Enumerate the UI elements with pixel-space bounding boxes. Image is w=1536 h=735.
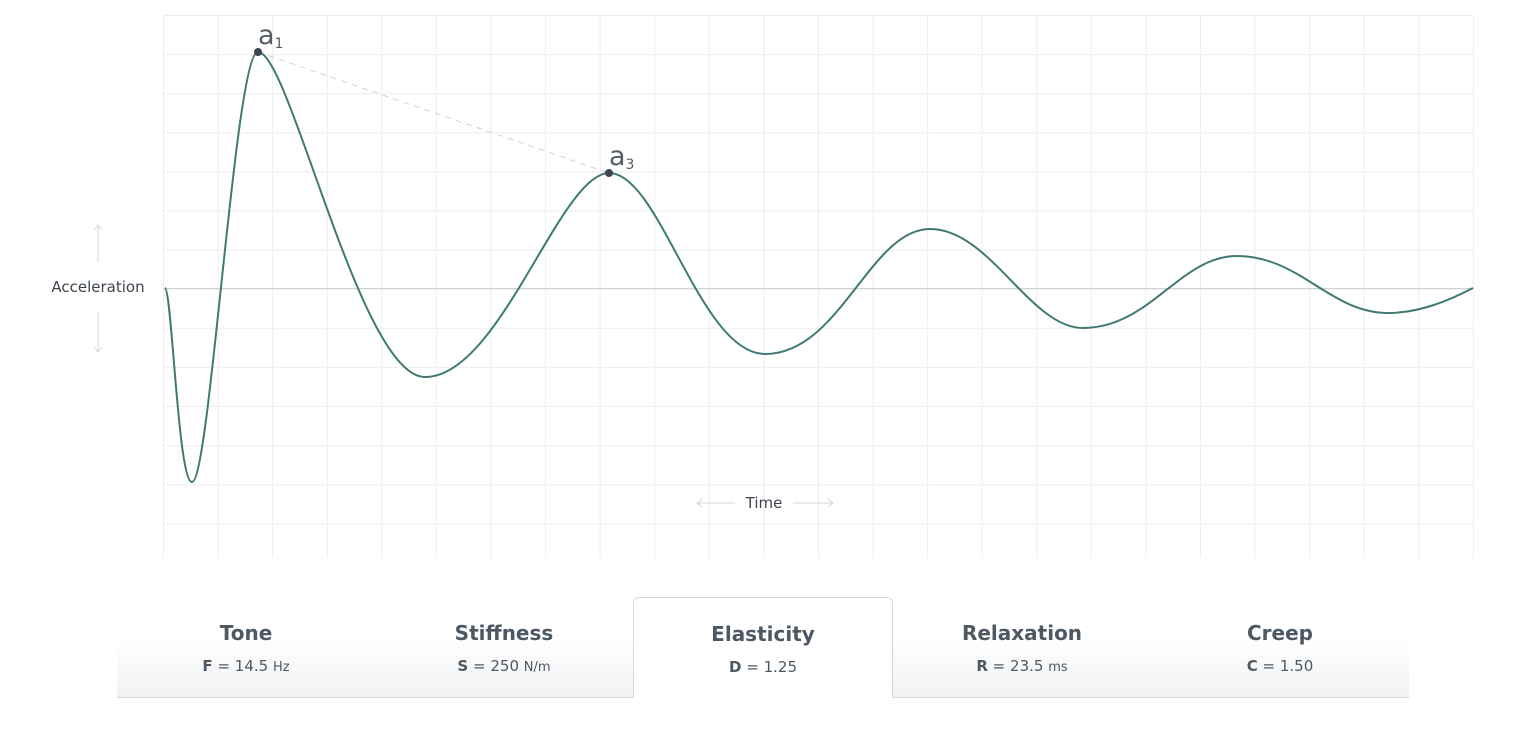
tab-formula: C = 1.50	[1151, 657, 1409, 675]
symbol: C	[1246, 657, 1258, 675]
decay-line	[257, 51, 610, 174]
y-axis-label: Acceleration	[51, 278, 144, 296]
equals: =	[217, 657, 231, 675]
x-axis-label: Time	[745, 494, 783, 512]
value: 250	[490, 657, 520, 675]
tab[interactable]: Creep C = 1.50	[1151, 597, 1409, 697]
equals: =	[1262, 657, 1276, 675]
subscript: 3	[626, 157, 635, 173]
value: 1.50	[1279, 657, 1314, 675]
peak-label: a1	[258, 20, 283, 52]
tab[interactable]: Relaxation R = 23.5 ms	[893, 597, 1151, 697]
axis-arrows	[93, 224, 834, 508]
letter: a	[609, 141, 626, 172]
peak-dot	[254, 48, 262, 56]
tab-formula: S = 250 N/m	[375, 657, 633, 675]
tab-bar: Tone F = 14.5 Hz Stiffness S = 250 N/m Elast…	[117, 597, 1409, 698]
tab[interactable]: Tone F = 14.5 Hz	[117, 597, 375, 697]
chart: a1 a3 Acceleration Time	[51, 15, 1474, 558]
grid	[163, 15, 1474, 558]
letter: a	[258, 20, 275, 51]
tab-formula: R = 23.5 ms	[893, 657, 1151, 675]
tab-formula: D = 1.25	[634, 658, 892, 676]
unit: N/m	[523, 660, 551, 675]
equals: =	[746, 658, 759, 676]
symbol: F	[202, 657, 213, 675]
peak-dot	[605, 169, 613, 177]
tab-title: Stiffness	[454, 621, 554, 645]
tab-title: Creep	[1247, 621, 1313, 645]
value: 14.5	[234, 657, 269, 675]
tab-formula: F = 14.5 Hz	[117, 657, 375, 675]
symbol: S	[457, 657, 469, 675]
unit: Hz	[272, 660, 290, 675]
symbol: D	[729, 658, 742, 676]
value: 23.5	[1010, 657, 1044, 675]
tab[interactable]: Stiffness S = 250 N/m	[375, 597, 633, 697]
peak-label: a3	[609, 141, 634, 173]
tab-title: Relaxation	[961, 621, 1083, 645]
value: 1.25	[763, 658, 797, 676]
equals: =	[473, 657, 486, 675]
tab-title: Elasticity	[711, 622, 815, 646]
subscript: 1	[275, 36, 284, 52]
tab[interactable]: Elasticity D = 1.25	[633, 597, 893, 698]
equals: =	[992, 657, 1006, 675]
tab-title: Tone	[219, 621, 273, 645]
symbol: R	[976, 657, 988, 675]
unit: ms	[1048, 660, 1068, 675]
curve	[164, 50, 1474, 484]
